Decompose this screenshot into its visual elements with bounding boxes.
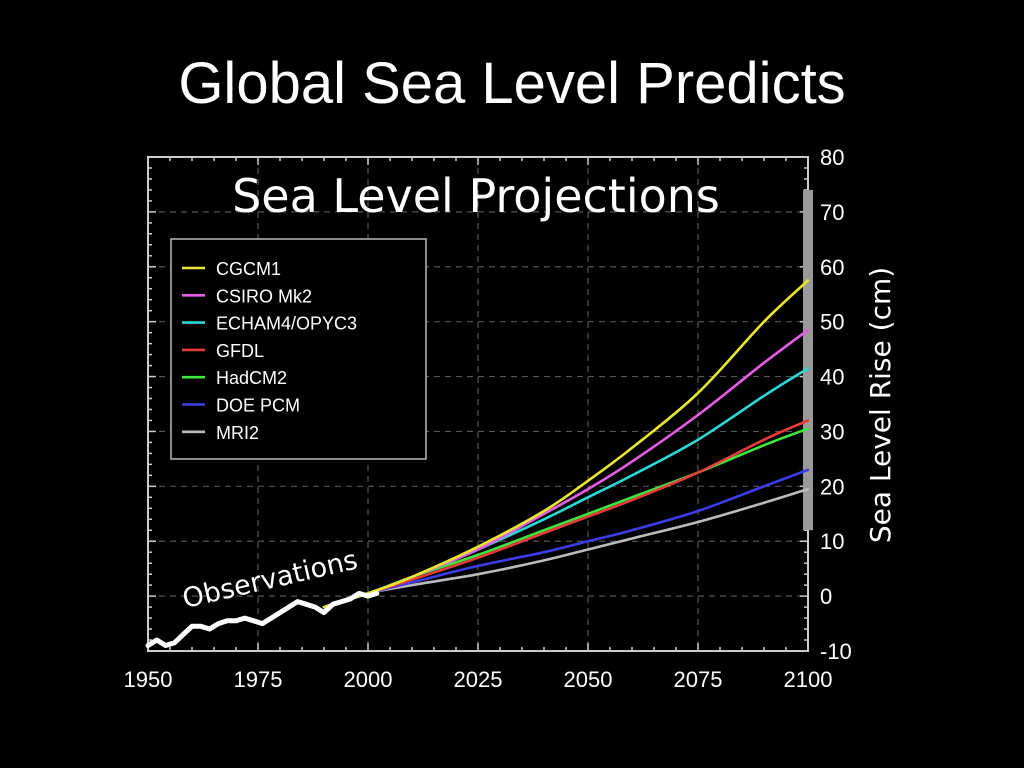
projection-range-bar [803,189,813,531]
legend-label: HadCM2 [216,368,287,388]
y-tick-label: 40 [820,365,844,390]
x-tick-label: 2075 [674,667,723,692]
x-tick-label: 2025 [454,667,503,692]
x-tick-label: 2050 [564,667,613,692]
y-tick-label: 0 [820,584,832,609]
series-line-doe-pcm [322,468,810,609]
y-tick-label: 20 [820,474,844,499]
x-tick-label: 2100 [784,667,833,692]
series-lines [145,189,813,648]
series-line-cgcm1 [322,279,810,609]
legend-label: CSIRO Mk2 [216,286,312,306]
slide-title: Global Sea Level Predicts [178,51,846,116]
x-tick-label: 1975 [234,667,283,692]
observations-line [145,590,380,648]
y-tick-label: 30 [820,419,844,444]
axis-ticks: 1950 1975 2000 2025 2050 2075 2100 -10 0 10 20 30 40… [124,145,852,692]
x-tick-label: 2000 [344,667,393,692]
y-tick-label: 80 [820,145,844,170]
legend-label: ECHAM4/OPYC3 [216,314,357,334]
y-tick-label: 10 [820,529,844,554]
y-tick-label: -10 [820,639,852,664]
legend: CGCM1 CSIRO Mk2 ECHAM4/OPYC3 GFDL HadCM2 DOE … [170,238,427,460]
chart-title: Sea Level Projections [232,169,720,223]
legend-label: GFDL [216,341,264,361]
legend-label: CGCM1 [216,259,281,279]
legend-label: DOE PCM [216,396,300,416]
y-tick-label: 60 [820,255,844,280]
y-tick-label: 50 [820,310,844,335]
y-axis-label: Sea Level Rise (cm) [864,267,897,543]
legend-box [170,238,427,460]
y-tick-label: 70 [820,200,844,225]
x-tick-label: 1950 [124,667,173,692]
legend-label: MRI2 [216,423,259,443]
